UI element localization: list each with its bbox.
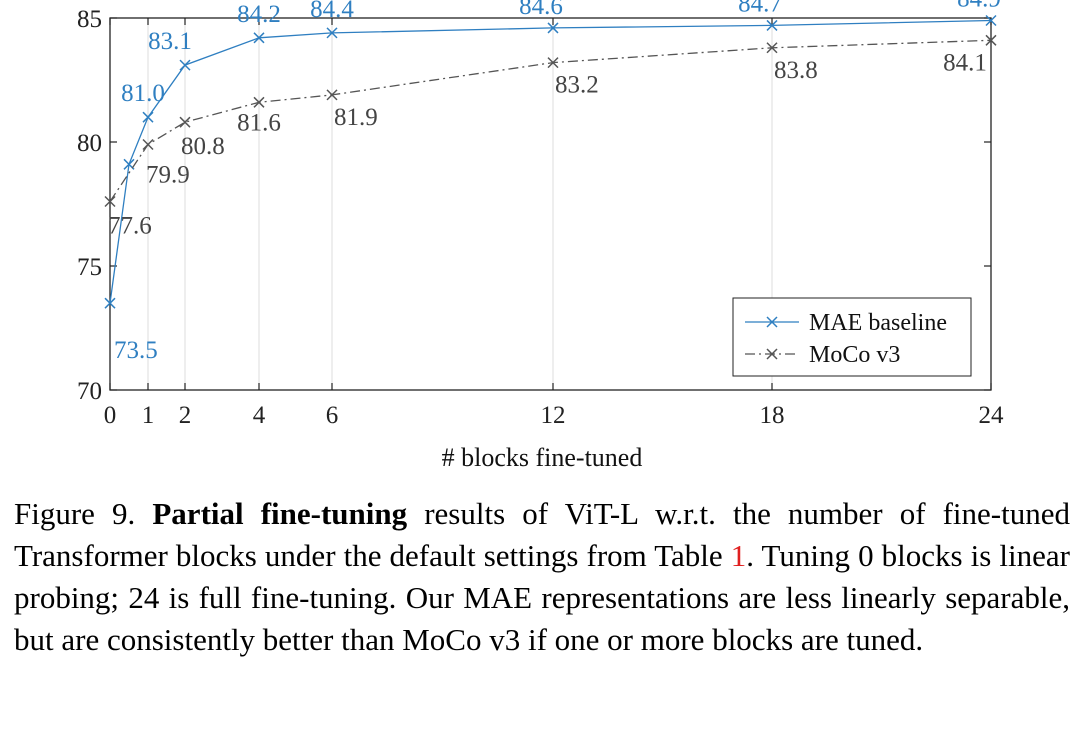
legend-marker-1-stroke-b bbox=[766, 348, 778, 360]
series-1-label-7: 84.1 bbox=[943, 49, 987, 76]
series-1-point-5-stroke-b bbox=[547, 57, 559, 69]
x-tick-label-24: 24 bbox=[979, 402, 1005, 429]
series-1-point-2-stroke-b bbox=[179, 116, 191, 128]
series-0-point-4 bbox=[253, 32, 265, 44]
series-0-label-0: 73.5 bbox=[114, 337, 158, 364]
series-1-point-0-stroke-b bbox=[104, 195, 116, 208]
series-1-point-1 bbox=[142, 138, 154, 151]
series-0-point-3 bbox=[179, 59, 191, 71]
legend-marker-0-stroke-b bbox=[766, 316, 778, 328]
caption-bold: Partial fine-tuning bbox=[152, 496, 408, 531]
y-tick-label-80: 80 bbox=[77, 130, 102, 157]
series-1-point-6 bbox=[766, 42, 778, 54]
legend: MAE baseline MoCo v3 bbox=[732, 297, 972, 377]
x-axis-title: # blocks fine-tuned bbox=[442, 443, 643, 472]
grid-lines bbox=[147, 18, 773, 390]
series-1-label-2: 80.8 bbox=[181, 133, 225, 160]
series-0-point-7 bbox=[766, 19, 778, 31]
data-labels: 73.5 81.0 83.1 84.2 84.4 84.6 84.7 84.9 77.6 79.9… bbox=[108, 0, 1001, 364]
series-1-label-1: 79.9 bbox=[146, 161, 190, 188]
series-0-point-8-stroke-b bbox=[985, 14, 997, 27]
series-0-label-5: 84.4 bbox=[310, 0, 354, 23]
plot-frame bbox=[109, 17, 992, 391]
series-1-point-7-stroke-b bbox=[985, 34, 997, 46]
series-1-label-0: 77.6 bbox=[108, 213, 152, 240]
legend-entry-0: MAE baseline bbox=[809, 310, 947, 336]
series-0-point-8 bbox=[985, 14, 997, 27]
series-0-label-8: 84.9 bbox=[957, 0, 1001, 12]
series-0-label-4: 84.2 bbox=[237, 1, 281, 28]
series-1-point-7 bbox=[985, 34, 997, 46]
series-0-point-0-stroke-b bbox=[104, 297, 116, 309]
series-1-point-6-stroke-b bbox=[766, 42, 778, 54]
x-tick-label-4: 4 bbox=[253, 402, 266, 429]
series-line-1 bbox=[109, 39, 992, 202]
legend-marker-1 bbox=[766, 348, 778, 360]
series-0-point-2 bbox=[142, 111, 154, 123]
series-0-point-2-stroke-b bbox=[142, 111, 154, 123]
x-tick-label-0: 0 bbox=[104, 402, 117, 429]
series-layer bbox=[104, 14, 997, 309]
series-0-label-7: 84.7 bbox=[738, 0, 782, 17]
caption-text-2: . Tuning 0 blocks is linear probing; 24 … bbox=[14, 538, 1070, 657]
series-0-point-7-stroke-b bbox=[766, 19, 778, 31]
series-0-point-5-stroke-b bbox=[326, 27, 338, 39]
series-0-point-3-stroke-b bbox=[179, 59, 191, 71]
caption-prefix: Figure 9. bbox=[14, 496, 153, 531]
series-1-point-3 bbox=[253, 96, 265, 108]
table-reference-link[interactable]: 1 bbox=[730, 538, 747, 573]
series-0-label-2: 81.0 bbox=[121, 80, 165, 107]
x-tick-label-12: 12 bbox=[541, 402, 566, 429]
caption-text-1: results of ViT-L w.r.t. the number of fi… bbox=[14, 496, 1070, 573]
y-tick-label-70: 70 bbox=[77, 378, 102, 405]
x-tick-label-18: 18 bbox=[760, 402, 785, 429]
series-1-point-1-stroke-b bbox=[142, 138, 154, 151]
series-1-label-5: 83.2 bbox=[555, 72, 599, 99]
series-0-point-5 bbox=[326, 27, 338, 39]
series-1-label-4: 81.9 bbox=[334, 104, 378, 131]
series-1-point-3-stroke-b bbox=[253, 96, 265, 108]
series-0-label-3: 83.1 bbox=[148, 28, 192, 55]
series-0-label-6: 84.6 bbox=[519, 0, 563, 20]
series-1-point-4 bbox=[326, 89, 338, 101]
series-0-point-6 bbox=[547, 22, 559, 34]
x-tick-label-6: 6 bbox=[326, 402, 339, 429]
series-0-point-1-stroke-b bbox=[123, 158, 135, 170]
figure-caption: Figure 9. Partial fine-tuning results of… bbox=[14, 493, 1070, 661]
series-1-point-4-stroke-b bbox=[326, 89, 338, 101]
series-1-point-5 bbox=[547, 57, 559, 69]
series-1-point-0 bbox=[104, 195, 116, 208]
legend-entry-1: MoCo v3 bbox=[809, 342, 900, 368]
x-tick-label-1: 1 bbox=[142, 402, 155, 429]
x-tick-label-2: 2 bbox=[179, 402, 192, 429]
y-tick-label-75: 75 bbox=[77, 254, 102, 281]
series-1-point-2 bbox=[179, 116, 191, 128]
legend-marker-0 bbox=[766, 316, 778, 328]
series-0-point-0 bbox=[104, 297, 116, 309]
series-0-point-6-stroke-b bbox=[547, 22, 559, 34]
legend-box bbox=[732, 297, 972, 377]
y-tick-label-85: 85 bbox=[77, 6, 102, 33]
series-1-label-6: 83.8 bbox=[774, 57, 818, 84]
series-1-label-3: 81.6 bbox=[237, 109, 281, 136]
series-0-point-4-stroke-b bbox=[253, 32, 265, 44]
